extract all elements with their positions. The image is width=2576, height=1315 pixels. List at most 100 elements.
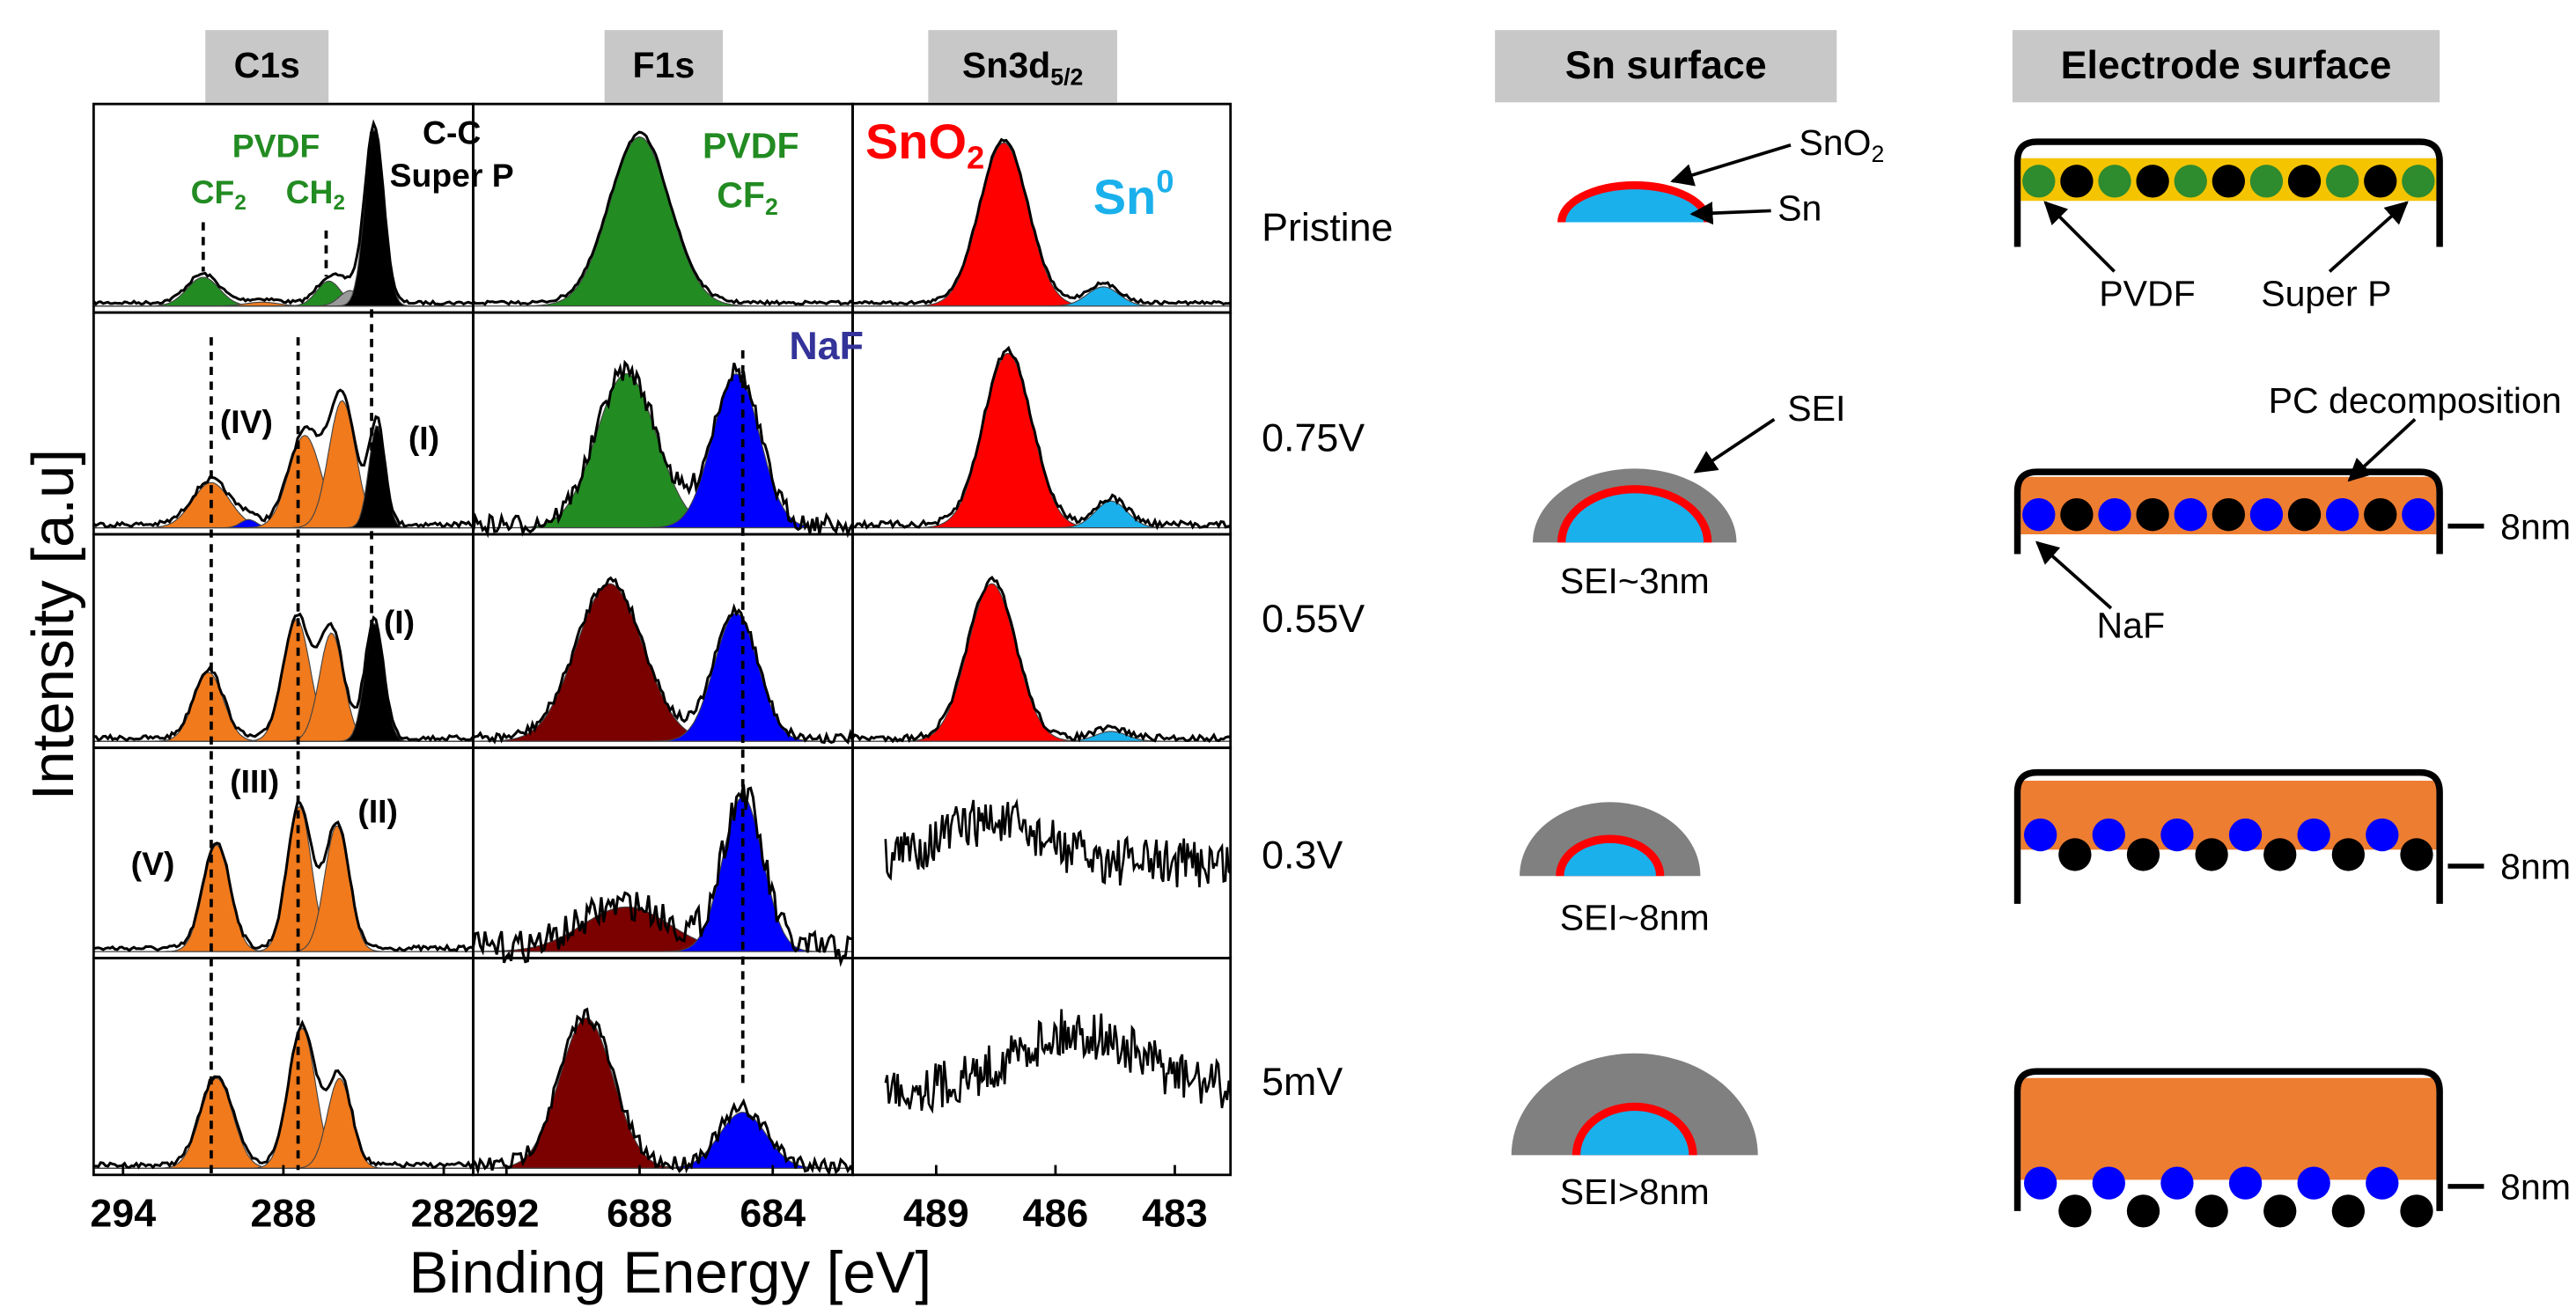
particle [2160, 1166, 2194, 1200]
dome-layer [1565, 189, 1704, 223]
electrode-frame [2013, 468, 2443, 555]
arrow [1689, 202, 1771, 225]
x-tick-label: 288 [251, 1191, 317, 1235]
diagram-header-box [1495, 30, 1837, 103]
electrode-frame [2013, 768, 2443, 904]
envelope [852, 137, 1232, 306]
envelope [92, 119, 474, 306]
panel-title-box [205, 30, 329, 103]
dome-layer [1565, 493, 1704, 543]
particle [2400, 838, 2433, 871]
particle [2022, 497, 2056, 532]
particle [2098, 165, 2131, 198]
particle [2098, 497, 2131, 532]
particle [2212, 497, 2245, 532]
peak-component [93, 825, 474, 952]
label: SEI [1787, 388, 1845, 429]
particle [2024, 1166, 2057, 1200]
y-axis-label: Intensity [a.u] [20, 449, 86, 800]
particle [2331, 838, 2366, 871]
peak-component [93, 619, 474, 742]
row-label: 0.55V [1262, 597, 1365, 641]
envelope [93, 612, 475, 742]
particle [2287, 165, 2322, 198]
label-text: SnO [865, 114, 967, 169]
x-tick-label: 294 [90, 1191, 156, 1235]
row-label: 0.75V [1262, 416, 1365, 460]
label-text: SnO [1799, 122, 1871, 163]
label: Sn0 [1093, 163, 1174, 224]
particle [2195, 838, 2228, 871]
label-text: PVDF [2099, 273, 2195, 313]
label: SEI~8nm [1560, 897, 1710, 937]
label: Sn3d5/2 [962, 45, 1083, 91]
x-tick-label: 688 [607, 1191, 673, 1235]
label-text: Sn [1777, 187, 1822, 228]
label-text: 8nm [2500, 506, 2571, 547]
dome-layer [1580, 1111, 1689, 1156]
peak-component [852, 731, 1231, 742]
particle [2402, 165, 2435, 198]
particle [2331, 1194, 2366, 1228]
panel-frame [472, 957, 854, 1177]
layer-fill [2020, 1077, 2437, 1180]
panel-title-box [928, 30, 1117, 103]
label-text: Sn [1093, 169, 1157, 224]
label-text: 8nm [2500, 1166, 2571, 1207]
label-text: SEI~3nm [1560, 561, 1710, 601]
label: CF2 [717, 174, 778, 220]
particle [2060, 165, 2094, 198]
envelope [471, 783, 853, 967]
particle [2366, 818, 2399, 852]
particle [2126, 838, 2160, 871]
label: (I) [384, 604, 415, 641]
envelope [852, 345, 1231, 531]
label-text: Sn3d [962, 45, 1050, 85]
label-sub: 2 [333, 191, 345, 215]
diagram-header: Electrode surface [2061, 43, 2392, 87]
particle [2297, 1166, 2330, 1200]
arrow [2035, 540, 2113, 610]
peak-component [93, 129, 474, 307]
row-label: Pristine [1262, 206, 1393, 250]
particle [2228, 1166, 2263, 1200]
envelope [93, 799, 475, 953]
peak-component [473, 373, 853, 529]
arrow [2043, 201, 2116, 273]
particle [2174, 497, 2207, 532]
diagram-header-box [2012, 30, 2440, 103]
label-text: CF [191, 173, 235, 210]
particle [2263, 1194, 2297, 1228]
particle [2287, 497, 2322, 532]
label-text: NaF [2097, 605, 2166, 645]
label: (IV) [220, 403, 273, 440]
particle [2364, 165, 2397, 198]
x-tick-label: 486 [1023, 1191, 1089, 1235]
label-text: Super P [2261, 273, 2391, 313]
label: PVDF [703, 125, 799, 165]
row-label: 0.3V [1262, 833, 1343, 877]
label: SEI>8nm [1560, 1172, 1710, 1212]
label: SnO2 [1799, 122, 1884, 168]
label-text: CH [286, 173, 334, 210]
envelope [472, 130, 854, 306]
label: Super P [2261, 273, 2391, 313]
row-label: 5mV [1262, 1060, 1343, 1104]
label: 8nm [2500, 1166, 2571, 1207]
peak-component [852, 286, 1231, 307]
label: 8nm [2500, 847, 2571, 887]
label-text: (I) [408, 420, 439, 457]
particle [2160, 818, 2194, 852]
particle [2126, 1194, 2160, 1228]
label: NaF [789, 324, 864, 368]
x-tick-label: 692 [474, 1191, 540, 1235]
arrow [1670, 143, 1792, 187]
label: CH2 [286, 173, 345, 216]
label: SEI~3nm [1560, 561, 1710, 601]
particle [2136, 165, 2169, 198]
label: (I) [408, 420, 439, 457]
particle [2364, 497, 2397, 532]
particle [2092, 818, 2125, 852]
